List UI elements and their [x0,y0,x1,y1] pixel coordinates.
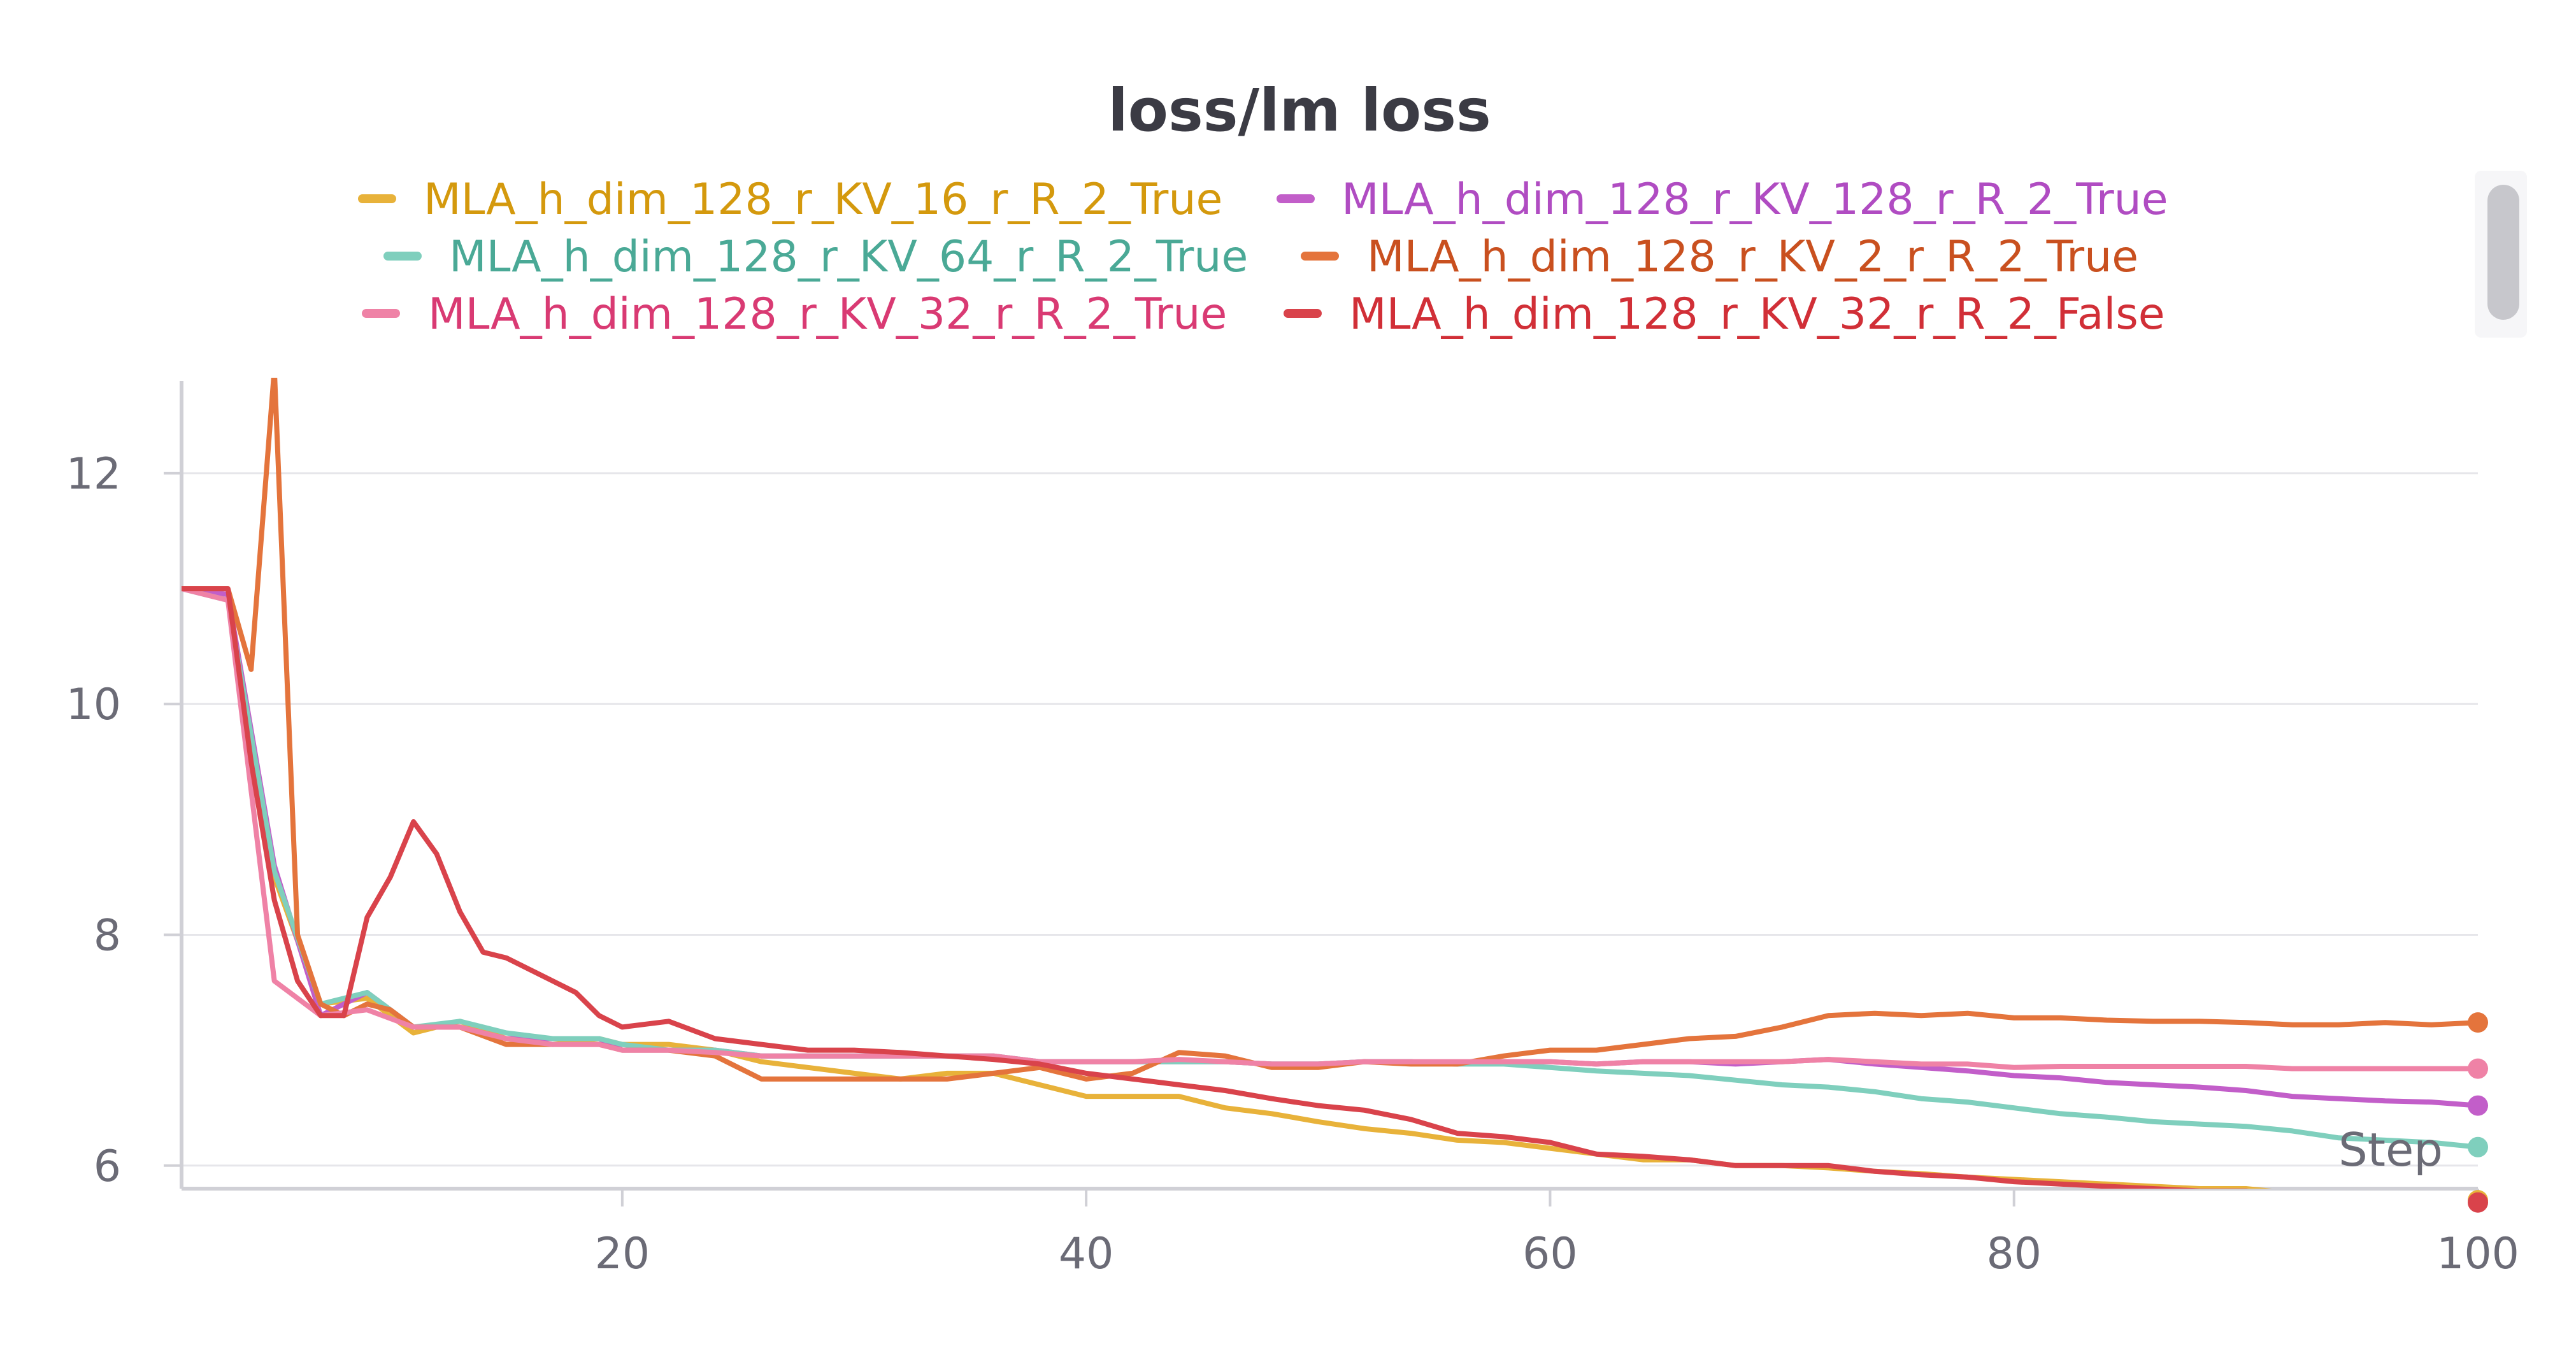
legend-swatch [1301,252,1339,261]
legend-scrollbar[interactable] [2475,171,2527,338]
grid-lines [182,472,2478,1167]
series-line[interactable] [182,586,2478,1203]
series-line[interactable] [182,586,2480,1071]
legend-item[interactable]: MLA_h_dim_128_r_KV_32_r_R_2_False [1284,289,2165,340]
x-tick-label: 40 [1059,1229,1114,1279]
x-tick-label: 100 [2436,1229,2519,1279]
x-tick-label: 60 [1522,1229,1578,1279]
legend-item[interactable]: MLA_h_dim_128_r_KV_16_r_R_2_True [358,175,1222,225]
x-tick-label: 80 [1986,1229,2042,1279]
legend-scroll-thumb[interactable] [2487,185,2519,320]
legend-swatch [383,252,422,261]
legend-item[interactable]: MLA_h_dim_128_r_KV_2_r_R_2_True [1301,232,2138,282]
chart-title: loss/lm loss [1108,76,1491,145]
y-tick-label: 10 [66,680,121,730]
series-end-marker[interactable] [2468,1012,2488,1033]
legend-label: MLA_h_dim_128_r_KV_32_r_R_2_False [1349,289,2165,340]
y-tick-label: 6 [94,1142,121,1192]
legend-label: MLA_h_dim_128_r_KV_128_r_R_2_True [1342,175,2168,225]
x-tick-label: 20 [595,1229,650,1279]
legend-item[interactable]: MLA_h_dim_128_r_KV_32_r_R_2_True [362,289,1227,340]
legend-label: MLA_h_dim_128_r_KV_16_r_R_2_True [424,175,1222,225]
axes: 6 8 10 12 20 40 60 80 100 [66,381,2519,1279]
legend-swatch [1277,194,1315,203]
series-line[interactable] [182,586,2480,1108]
legend[interactable]: MLA_h_dim_128_r_KV_16_r_R_2_True MLA_h_di… [358,175,2168,340]
series-end-marker[interactable] [2468,1095,2488,1116]
series-end-marker[interactable] [2468,1058,2488,1079]
legend-swatch [362,309,400,318]
series-lines [182,369,2480,1203]
x-axis-label: Step [2338,1123,2443,1177]
legend-swatch [1284,309,1322,318]
legend-label: MLA_h_dim_128_r_KV_2_r_R_2_True [1367,232,2138,282]
series-line[interactable] [182,369,2480,1082]
legend-label: MLA_h_dim_128_r_KV_32_r_R_2_True [428,289,1227,340]
legend-item[interactable]: MLA_h_dim_128_r_KV_128_r_R_2_True [1277,175,2168,225]
series-end-marker[interactable] [2468,1192,2488,1213]
legend-item[interactable]: MLA_h_dim_128_r_KV_64_r_R_2_True [383,232,1248,282]
y-tick-label: 12 [66,449,121,499]
series-end-markers [2468,1012,2488,1213]
legend-label: MLA_h_dim_128_r_KV_64_r_R_2_True [449,232,1248,282]
legend-swatch [358,194,396,203]
series-end-marker[interactable] [2468,1136,2488,1157]
y-tick-label: 8 [94,910,121,961]
